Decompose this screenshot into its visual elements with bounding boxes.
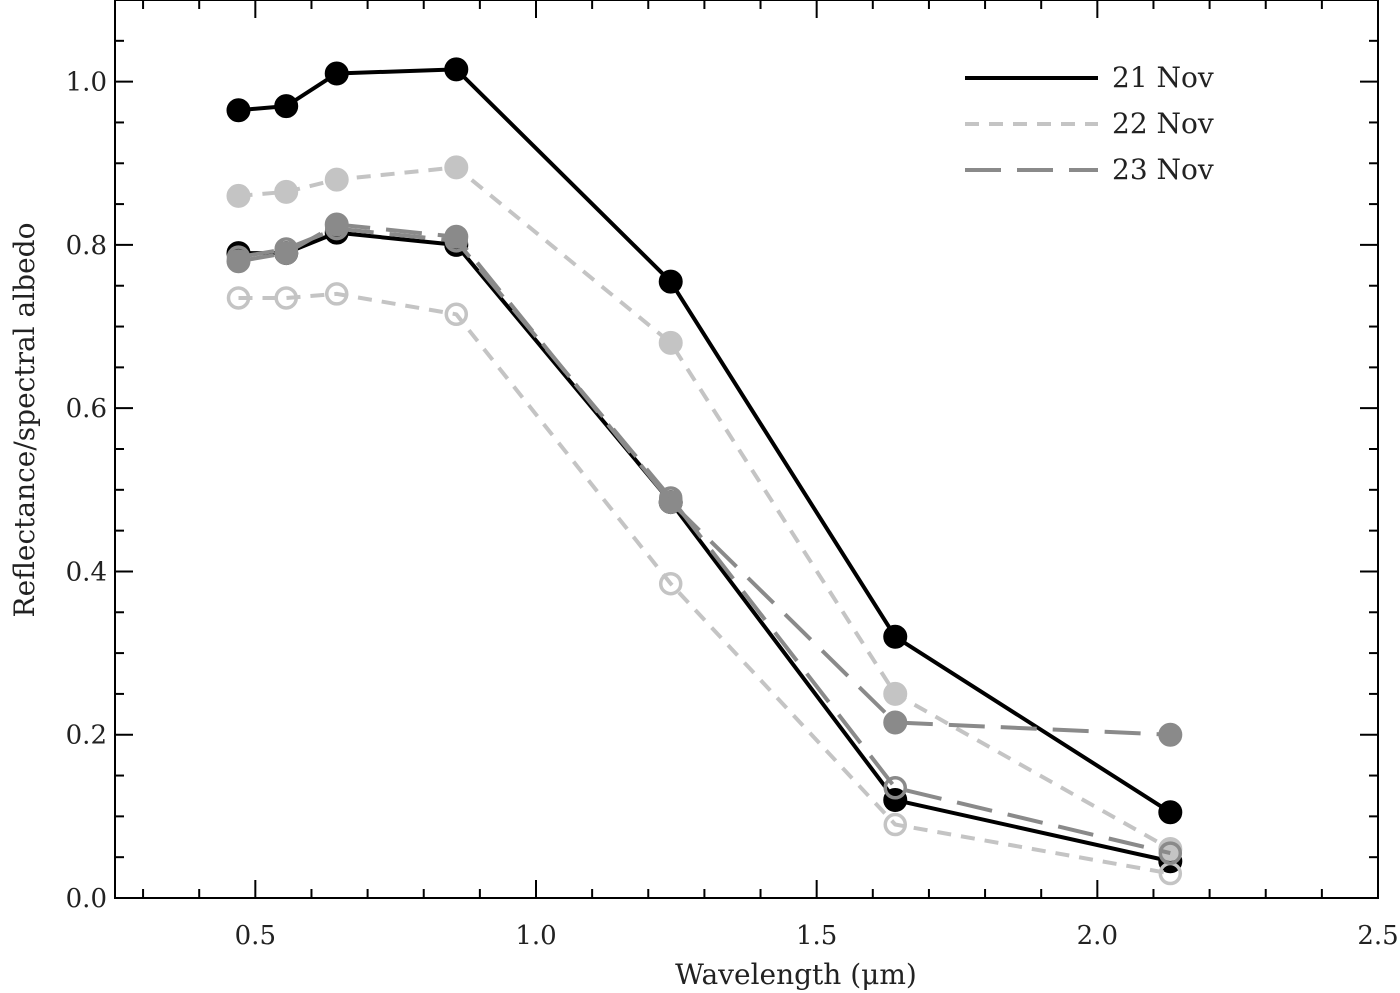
series-5 [226, 212, 1183, 747]
x-tick-label: 2.0 [1077, 921, 1118, 951]
x-tick-label: 1.5 [796, 921, 837, 951]
data-point [324, 216, 349, 241]
data-point [444, 57, 469, 82]
series-line [238, 165, 1172, 851]
data-point [883, 710, 908, 735]
series-3 [226, 155, 1183, 862]
data-point [658, 330, 683, 355]
data-point [883, 624, 908, 649]
legend-label: 22 Nov [1112, 107, 1214, 140]
data-point [883, 681, 908, 706]
x-tick-label: 2.5 [1357, 921, 1398, 951]
series-line [238, 226, 1171, 856]
data-point [274, 179, 299, 204]
data-point [658, 486, 683, 510]
data-point [658, 571, 683, 596]
series-line [238, 67, 1172, 814]
series-6 [226, 216, 1183, 865]
y-tick-label: 1.0 [66, 68, 107, 98]
series-line [238, 291, 1171, 876]
y-tick-label: 0.2 [66, 721, 107, 751]
data-point [324, 61, 349, 86]
y-tick-label: 0.4 [66, 557, 107, 587]
legend-label: 21 Nov [1112, 61, 1214, 94]
x-axis-title: Wavelength (μm) [675, 958, 917, 991]
legend: 21 Nov 22 Nov 23 Nov [965, 61, 1214, 186]
data-point [226, 245, 251, 269]
data-point [444, 155, 469, 180]
y-axis-title: Reflectance/spectral albedo [8, 223, 41, 618]
data-point [274, 94, 299, 119]
series-2 [226, 220, 1183, 874]
data-point [274, 237, 298, 261]
data-point [1158, 722, 1183, 747]
data-point [658, 269, 683, 294]
data-point [226, 286, 251, 310]
y-tick-label: 0.0 [66, 884, 107, 914]
x-tick-label: 1.0 [515, 921, 556, 951]
axis-ticks [115, 0, 1378, 898]
data-point [1158, 841, 1183, 865]
data-point [324, 167, 349, 192]
data-point [274, 286, 298, 310]
y-tick-label: 0.6 [66, 394, 107, 424]
series-line [238, 230, 1171, 864]
y-tick-label: 0.8 [66, 231, 107, 261]
series-4 [226, 282, 1183, 886]
data-point [883, 776, 908, 800]
data-point [1158, 800, 1183, 825]
data-point [444, 229, 469, 253]
x-tick-label: 0.5 [235, 921, 276, 951]
data-point [444, 302, 469, 327]
series-layer [226, 57, 1183, 886]
data-point [324, 282, 349, 306]
legend-label: 23 Nov [1112, 153, 1214, 186]
data-point [883, 812, 908, 837]
tick-labels: 0.5 1.0 1.5 2.0 2.5 0.0 0.2 0.4 0.6 0.8 1.0 [66, 68, 1399, 951]
data-point [226, 183, 251, 208]
series-1 [226, 57, 1183, 825]
series-line [238, 222, 1171, 737]
data-point [226, 98, 251, 123]
